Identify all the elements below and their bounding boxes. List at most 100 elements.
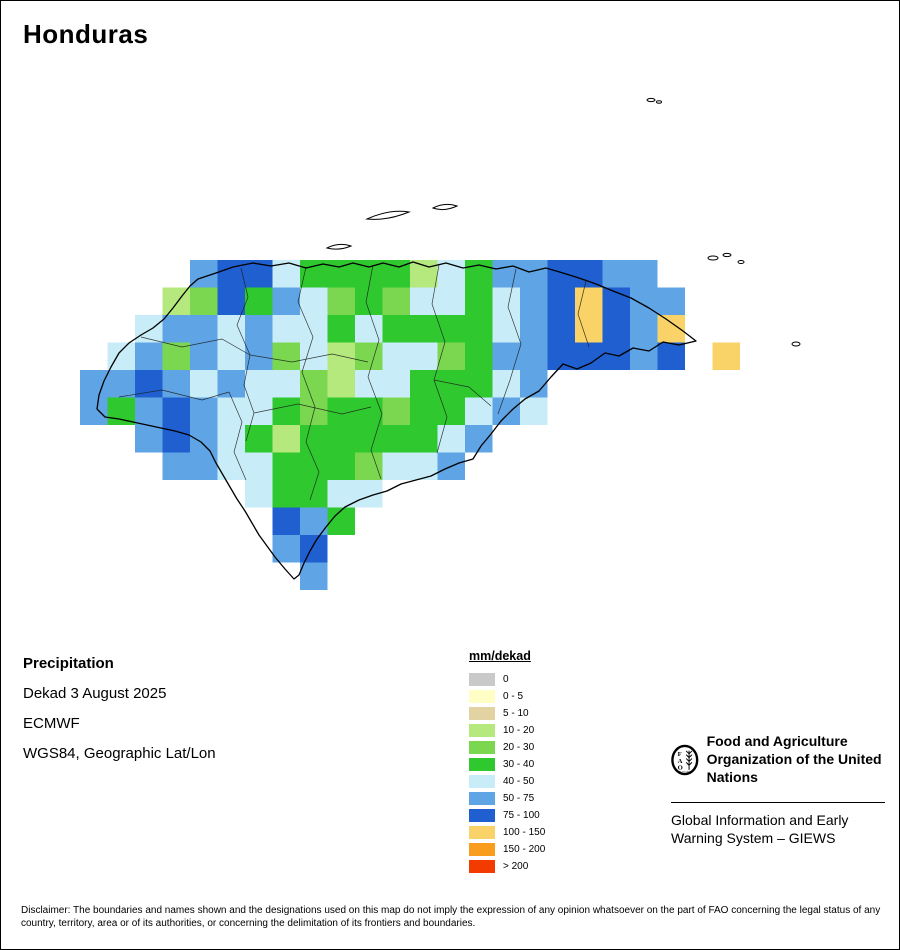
precip-cell (300, 535, 328, 563)
precip-cell (327, 425, 355, 453)
legend-label: 0 (503, 674, 509, 685)
precip-cell (245, 397, 273, 425)
precip-cell (245, 452, 273, 480)
precip-cell (162, 342, 190, 370)
precip-cell (602, 342, 630, 370)
legend-label: 0 - 5 (503, 691, 524, 702)
info-source: ECMWF (23, 715, 80, 732)
precip-cell (327, 260, 355, 288)
legend-item: > 200 (469, 858, 545, 875)
precip-cell (630, 315, 658, 343)
legend-swatch (469, 843, 495, 856)
legend-label: 20 - 30 (503, 742, 535, 753)
precip-cell (107, 397, 135, 425)
precip-cell (135, 342, 163, 370)
precip-cell (135, 397, 163, 425)
precip-cell (410, 370, 438, 398)
legend-swatch (469, 741, 495, 754)
precip-cell (327, 452, 355, 480)
precip-cell (492, 370, 520, 398)
legend-label: 150 - 200 (503, 844, 546, 855)
precip-cell (575, 287, 603, 315)
precip-cell (630, 260, 658, 288)
fao-logo-oval (671, 744, 699, 776)
legend-swatch (469, 690, 495, 703)
legend-label: 100 - 150 (503, 827, 546, 838)
precip-cell (300, 452, 328, 480)
svg-text:O: O (678, 765, 683, 772)
precip-cell (272, 535, 300, 563)
precip-cell (382, 287, 410, 315)
precip-cell (245, 370, 273, 398)
precip-cell (300, 287, 328, 315)
island (737, 260, 745, 264)
precip-cell (410, 260, 438, 288)
legend-label: > 200 (503, 861, 529, 872)
disclaimer: Disclaimer: The boundaries and names sho… (21, 905, 881, 929)
precip-cell (492, 342, 520, 370)
precip-cell (327, 480, 355, 508)
precip-cell (190, 342, 218, 370)
precip-cell (300, 342, 328, 370)
precip-cell (300, 480, 328, 508)
info-dekad: Dekad 3 August 2025 (23, 685, 167, 702)
precip-cell (575, 315, 603, 343)
map-metadata: Precipitation Dekad 3 August 2025 ECMWF … (23, 653, 216, 773)
precip-cell (217, 342, 245, 370)
legend-swatch (469, 724, 495, 737)
precip-cell (327, 397, 355, 425)
legend-item: 5 - 10 (469, 705, 545, 722)
precip-cell (272, 507, 300, 535)
legend-swatch (469, 809, 495, 822)
legend-label: 75 - 100 (503, 810, 540, 821)
precip-cell (300, 370, 328, 398)
legend: mm/dekad 0 0 - 5 5 - 10 10 - 20 20 - 30 30 - … (469, 649, 545, 875)
precip-cell (410, 287, 438, 315)
map-grid (80, 260, 740, 590)
precip-cell (217, 397, 245, 425)
precip-cell (162, 452, 190, 480)
legend-item: 30 - 40 (469, 756, 545, 773)
precip-cell (355, 452, 383, 480)
wheat-icon (685, 750, 693, 770)
precip-cell (465, 397, 493, 425)
legend-swatch (469, 826, 495, 839)
legend-item: 10 - 20 (469, 722, 545, 739)
precip-cell (355, 425, 383, 453)
precip-cell (630, 342, 658, 370)
precip-cell (492, 397, 520, 425)
fao-logo-motto: FIAT PANIS (679, 770, 691, 773)
precip-cell (217, 260, 245, 288)
precip-cell (245, 287, 273, 315)
footer-divider (671, 802, 885, 803)
fao-logo: FAO FIAT PANIS (671, 744, 699, 776)
giews-label: Global Information and Early Warning Sys… (671, 812, 849, 846)
precip-cell (712, 342, 740, 370)
fao-name: Food and Agriculture Organization of the… (706, 733, 882, 785)
precip-cell (327, 370, 355, 398)
precip-cell (547, 287, 575, 315)
legend-items: 0 0 - 5 5 - 10 10 - 20 20 - 30 30 - 40 40 - 50… (469, 671, 545, 875)
legend-label: 30 - 40 (503, 759, 535, 770)
legend-item: 20 - 30 (469, 739, 545, 756)
precip-cell (465, 287, 493, 315)
precip-cell (272, 342, 300, 370)
precip-cell (327, 507, 355, 535)
precip-cell (602, 315, 630, 343)
precip-cell (272, 452, 300, 480)
precip-cell (575, 342, 603, 370)
legend-swatch (469, 792, 495, 805)
precip-cell (355, 342, 383, 370)
island (707, 255, 719, 261)
precip-cell (135, 370, 163, 398)
island (722, 252, 732, 258)
precip-cell (382, 425, 410, 453)
precip-cell (300, 425, 328, 453)
precip-cell (465, 315, 493, 343)
precip-cell (272, 425, 300, 453)
precip-cell (520, 260, 548, 288)
legend-swatch (469, 673, 495, 686)
precip-cell (190, 425, 218, 453)
legend-item: 50 - 75 (469, 790, 545, 807)
legend-item: 0 - 5 (469, 688, 545, 705)
